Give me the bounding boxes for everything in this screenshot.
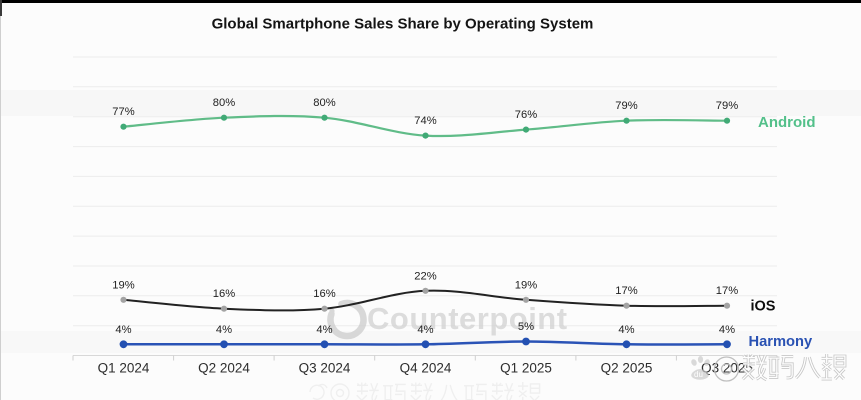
svg-text:17%: 17% xyxy=(716,285,738,297)
svg-text:4%: 4% xyxy=(719,324,735,336)
svg-text:Q3 2025: Q3 2025 xyxy=(701,361,753,376)
svg-text:du: du xyxy=(694,370,703,379)
svg-text:Global Smartphone Sales Share: Global Smartphone Sales Share by Operati… xyxy=(212,16,594,33)
svg-text:Q2 2025: Q2 2025 xyxy=(601,361,653,376)
svg-text:16%: 16% xyxy=(213,288,235,300)
svg-text:74%: 74% xyxy=(414,115,436,127)
svg-text:4%: 4% xyxy=(417,324,433,336)
svg-text:19%: 19% xyxy=(515,279,537,291)
svg-text:77%: 77% xyxy=(112,106,134,118)
svg-text:16%: 16% xyxy=(313,288,335,300)
svg-text:79%: 79% xyxy=(716,100,738,112)
svg-text:80%: 80% xyxy=(213,97,235,109)
svg-text:19%: 19% xyxy=(112,279,134,291)
svg-text:iOS: iOS xyxy=(751,299,776,315)
svg-text:17%: 17% xyxy=(615,285,637,297)
svg-text:4%: 4% xyxy=(316,324,332,336)
svg-text:5%: 5% xyxy=(518,321,534,333)
svg-text:Q2 2024: Q2 2024 xyxy=(198,361,250,376)
svg-text:4%: 4% xyxy=(216,324,232,336)
svg-text:79%: 79% xyxy=(615,100,637,112)
svg-text:22%: 22% xyxy=(414,270,436,282)
svg-text:76%: 76% xyxy=(515,109,537,121)
svg-text:Q3 2024: Q3 2024 xyxy=(299,361,351,376)
svg-text:80%: 80% xyxy=(313,97,335,109)
svg-text:Q1 2025: Q1 2025 xyxy=(500,361,552,376)
svg-text:Q1 2024: Q1 2024 xyxy=(98,361,150,376)
svg-text:Android: Android xyxy=(758,114,816,131)
svg-text:Q4 2024: Q4 2024 xyxy=(400,361,452,376)
svg-text:Harmony: Harmony xyxy=(749,334,813,350)
svg-text:Counterpoint: Counterpoint xyxy=(367,301,568,336)
svg-text:4%: 4% xyxy=(115,324,131,336)
svg-text:4%: 4% xyxy=(618,324,634,336)
